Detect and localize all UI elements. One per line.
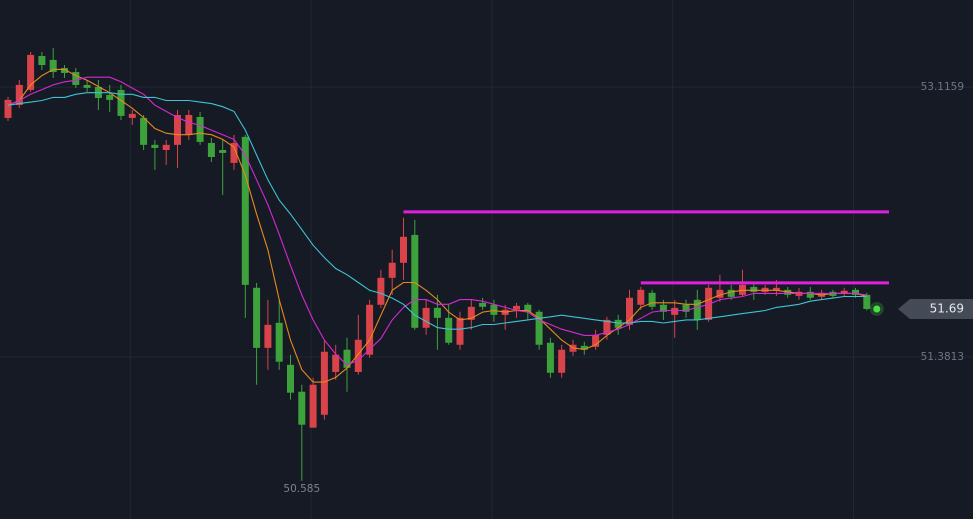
candle-body	[253, 287, 261, 348]
candle-body	[693, 299, 701, 320]
candle-body	[320, 351, 328, 415]
candle-body	[151, 144, 159, 148]
candle-body	[445, 317, 453, 343]
candle-body	[275, 322, 283, 362]
candle-body	[4, 99, 12, 118]
candle-body	[15, 84, 23, 106]
candle-body	[840, 290, 848, 294]
moving-average-line	[7, 92, 867, 330]
low-price-label: 50.585	[283, 483, 320, 495]
candle-body	[354, 339, 362, 372]
current-price-dot	[873, 305, 881, 313]
candle-body	[682, 304, 690, 312]
candle-body	[309, 384, 317, 428]
candle-body	[72, 72, 80, 85]
candle-body	[162, 144, 170, 150]
candle-body	[852, 289, 859, 295]
candle-body	[287, 364, 294, 393]
moving-average-line	[7, 76, 867, 366]
candle-body	[366, 304, 374, 355]
candle-body	[456, 317, 464, 345]
candle-body	[637, 289, 645, 305]
y-tick-label: 51.3813	[921, 351, 964, 363]
candle-body	[648, 292, 656, 307]
candle-body	[411, 234, 419, 328]
candle-body	[230, 142, 238, 163]
candle-body	[140, 117, 148, 145]
candle-body	[558, 349, 566, 373]
candle-body	[422, 307, 430, 328]
candle-body	[535, 311, 543, 345]
candle-body	[614, 319, 622, 328]
candle-body	[128, 113, 136, 118]
plot-area	[4, 47, 889, 481]
candle-body	[400, 236, 407, 263]
candle-body	[388, 262, 396, 278]
candle-body	[49, 59, 57, 73]
candle-body	[716, 289, 724, 298]
candle-body	[83, 84, 91, 88]
candle-body	[580, 345, 588, 350]
candle-body	[772, 287, 780, 291]
candle-body	[490, 304, 498, 315]
candle-body	[863, 294, 871, 309]
candle-body	[433, 307, 441, 318]
candle-body	[603, 319, 611, 335]
current-price-label: 51.69	[930, 301, 964, 315]
candle-body	[592, 334, 600, 347]
candle-body	[61, 67, 68, 73]
candle-body	[659, 304, 667, 312]
axis-labels: 51.3813 53.1159 50.585 51.69	[283, 81, 973, 495]
candle-body	[117, 89, 125, 116]
current-price-tag	[898, 298, 973, 319]
candle-body	[185, 114, 193, 135]
candle-body	[27, 54, 35, 90]
candle-body	[106, 94, 114, 100]
candle-body	[513, 305, 520, 310]
candle-body	[377, 277, 385, 305]
candle-body	[207, 142, 215, 157]
candle-body	[524, 304, 532, 312]
candle-body	[38, 56, 46, 66]
y-tick-label: 53.1159	[921, 81, 964, 93]
candle-body	[264, 324, 272, 348]
candle-body	[467, 306, 475, 320]
candle-body	[241, 136, 249, 285]
candle-body	[219, 149, 227, 153]
candle-body	[343, 349, 351, 368]
candle-body	[671, 307, 679, 315]
candle-body	[298, 391, 306, 425]
candle-body	[332, 354, 340, 372]
moving-average-line	[7, 68, 867, 383]
candle-body	[806, 291, 814, 298]
candle-body	[546, 342, 554, 373]
candle-body	[174, 114, 181, 145]
candle-body	[196, 116, 204, 142]
candle-body	[626, 297, 633, 325]
candle-body	[750, 286, 758, 292]
candle-body	[727, 289, 735, 297]
candle-body	[479, 302, 487, 307]
